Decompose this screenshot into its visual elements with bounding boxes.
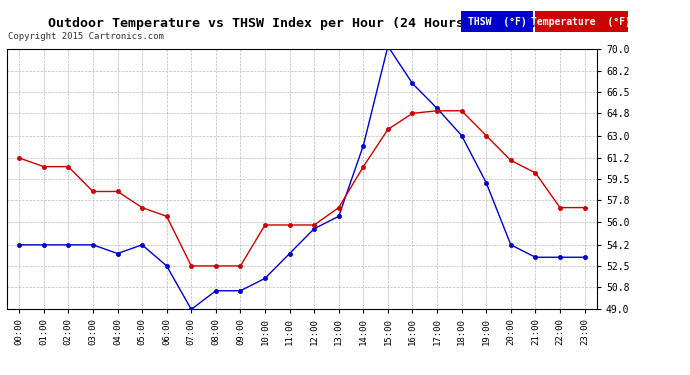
- Text: Temperature  (°F): Temperature (°F): [531, 16, 631, 27]
- Text: Copyright 2015 Cartronics.com: Copyright 2015 Cartronics.com: [8, 32, 164, 41]
- Text: THSW  (°F): THSW (°F): [468, 16, 526, 27]
- Text: Outdoor Temperature vs THSW Index per Hour (24 Hours)  20150402: Outdoor Temperature vs THSW Index per Ho…: [48, 17, 552, 30]
